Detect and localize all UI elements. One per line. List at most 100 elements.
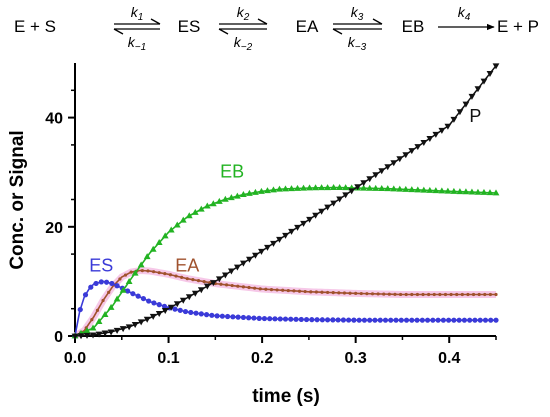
p-point bbox=[294, 224, 301, 231]
es-point bbox=[151, 300, 157, 306]
eb-point bbox=[462, 188, 470, 195]
ea-point bbox=[253, 286, 257, 290]
eb-point bbox=[408, 186, 416, 193]
es-point bbox=[303, 316, 310, 323]
p-point bbox=[426, 135, 434, 142]
eb-point bbox=[137, 261, 145, 268]
ea-point bbox=[331, 291, 335, 295]
p-point bbox=[125, 324, 133, 331]
es-point bbox=[219, 313, 225, 319]
p-point bbox=[258, 248, 265, 255]
p-point bbox=[143, 316, 151, 323]
ea-point bbox=[443, 292, 448, 297]
es-point bbox=[198, 311, 204, 317]
es-point bbox=[77, 306, 83, 313]
es-point bbox=[482, 317, 489, 323]
rate-k-1: k−1 bbox=[128, 34, 146, 53]
ea-point bbox=[224, 283, 229, 287]
es-point bbox=[272, 316, 278, 322]
eb-point bbox=[95, 317, 103, 324]
p-point bbox=[77, 333, 85, 340]
ea-point bbox=[123, 273, 128, 277]
ea-point bbox=[258, 287, 262, 291]
p-point bbox=[474, 86, 482, 93]
ea-point bbox=[185, 277, 189, 281]
series-label-eb: EB bbox=[220, 162, 244, 182]
eb-point bbox=[240, 190, 247, 197]
es-point bbox=[377, 317, 383, 323]
rate-k3: k3 bbox=[351, 4, 364, 23]
p-point bbox=[492, 63, 500, 70]
p-point bbox=[270, 240, 277, 247]
es-point bbox=[330, 317, 336, 323]
es-point bbox=[403, 317, 410, 323]
ea-point bbox=[466, 292, 470, 297]
ea-point bbox=[354, 291, 358, 296]
ea-point bbox=[314, 290, 318, 294]
equilibrium-arrow-2: k2 k−2 bbox=[218, 4, 268, 53]
es-point bbox=[382, 317, 389, 323]
es-point bbox=[114, 283, 120, 289]
eb-point bbox=[480, 188, 488, 195]
p-point bbox=[402, 152, 410, 159]
y-tick-label: 40 bbox=[45, 111, 63, 128]
p-point bbox=[360, 180, 368, 187]
eb-point bbox=[197, 205, 205, 212]
es-point bbox=[456, 317, 462, 323]
ea-point bbox=[281, 288, 285, 292]
ea-point bbox=[292, 289, 296, 293]
es-point bbox=[246, 315, 252, 321]
eb-point bbox=[450, 187, 458, 194]
eb-point bbox=[131, 269, 139, 276]
eb-point bbox=[384, 185, 392, 192]
p-point bbox=[246, 256, 253, 263]
es-point bbox=[130, 291, 136, 297]
p-point bbox=[149, 313, 157, 320]
ea-point bbox=[393, 292, 397, 296]
p-point bbox=[107, 329, 115, 336]
es-point bbox=[98, 279, 104, 285]
es-point bbox=[467, 317, 473, 323]
eb-point bbox=[366, 184, 374, 191]
p-point bbox=[240, 260, 247, 267]
es-point bbox=[446, 317, 452, 323]
eb-point bbox=[486, 189, 494, 196]
ea-point bbox=[95, 308, 100, 312]
p-point bbox=[372, 172, 380, 179]
p-point bbox=[378, 168, 386, 175]
eb-point bbox=[107, 303, 115, 310]
series-label-es: ES bbox=[89, 256, 113, 276]
p-point bbox=[173, 301, 181, 308]
ea-point bbox=[129, 270, 133, 274]
eb-point bbox=[246, 189, 253, 196]
p-point bbox=[450, 116, 458, 123]
ea-point bbox=[230, 283, 234, 288]
series-p bbox=[71, 63, 500, 340]
ea-point bbox=[191, 278, 195, 282]
x-axis-label: time (s) bbox=[252, 386, 320, 407]
eb-point bbox=[161, 232, 169, 239]
ea-point bbox=[382, 292, 386, 296]
series-eb bbox=[71, 183, 500, 339]
p-point bbox=[288, 228, 295, 235]
eb-point bbox=[155, 239, 163, 246]
p-point bbox=[264, 244, 271, 251]
es-point bbox=[240, 314, 246, 321]
es-point bbox=[298, 316, 304, 323]
x-tick-label: 0.4 bbox=[438, 350, 460, 367]
p-point bbox=[384, 164, 392, 171]
es-point bbox=[435, 317, 441, 323]
series-eb-line bbox=[74, 186, 497, 337]
p-point bbox=[432, 131, 440, 138]
es-point bbox=[361, 317, 368, 323]
ea-point bbox=[303, 289, 307, 294]
p-point bbox=[342, 192, 350, 199]
p-point bbox=[101, 330, 109, 337]
p-point bbox=[209, 280, 217, 287]
es-point bbox=[209, 312, 215, 318]
es-point bbox=[335, 317, 341, 323]
p-point bbox=[312, 212, 319, 219]
ea-point bbox=[236, 284, 240, 288]
p-point bbox=[282, 232, 289, 239]
